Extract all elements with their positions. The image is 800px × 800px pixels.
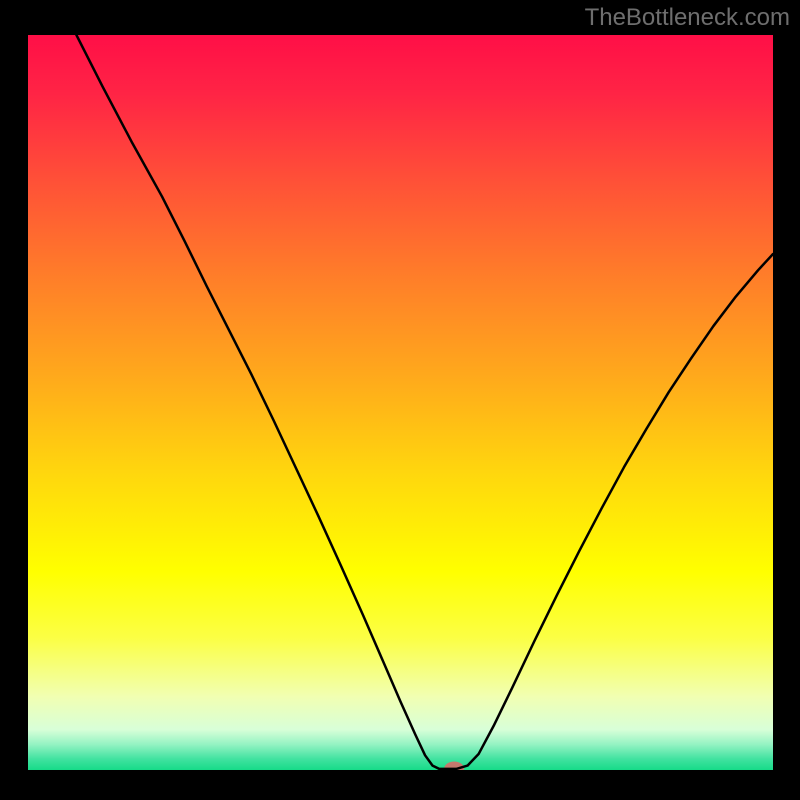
watermark-text: TheBottleneck.com <box>585 4 790 32</box>
chart-svg <box>28 35 773 770</box>
plot-area <box>28 35 773 770</box>
